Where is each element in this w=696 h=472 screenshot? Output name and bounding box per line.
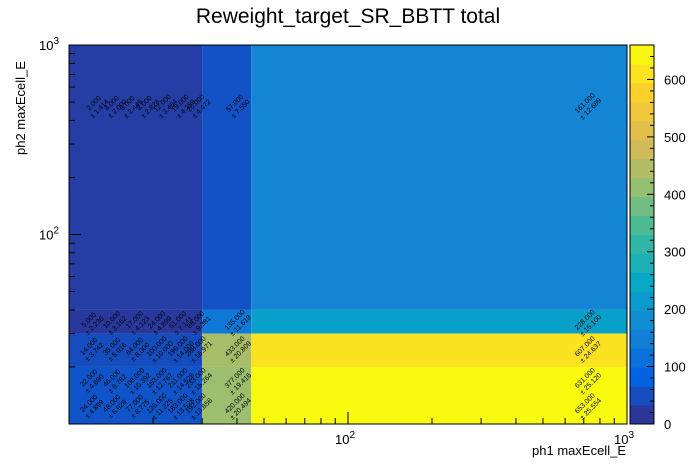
- colorbar-step: [630, 272, 654, 292]
- colorbar-step: [630, 196, 654, 217]
- heatmap-cell: [202, 333, 252, 367]
- colorbar-step: [630, 367, 654, 387]
- colorbar-step: [630, 82, 654, 103]
- heatmap-cell: [69, 309, 203, 334]
- colorbar: 0 100 200 300 400 500 600: [629, 44, 686, 432]
- colorbar-step: [630, 291, 654, 311]
- y-tick-label: 103: [39, 36, 59, 53]
- y-tick-label-exponent: 3: [53, 36, 59, 47]
- heatmap-cell: [202, 366, 252, 424]
- heatmap-cell: [202, 309, 252, 334]
- colorbar-step: [630, 45, 654, 65]
- colorbar-step: [630, 101, 654, 122]
- colorbar-step: [630, 348, 654, 368]
- colorbar-step: [630, 386, 654, 406]
- heatmap-cell: [251, 366, 628, 424]
- chart-title: Reweight_target_SR_BBTT total: [196, 5, 500, 28]
- x-axis-label: ph1 maxEcell_E: [532, 443, 626, 458]
- heatmap-cell: [69, 366, 203, 424]
- x-tick-label: 102: [335, 430, 355, 447]
- heatmap-cell: [69, 45, 203, 310]
- colorbar-step: [630, 120, 654, 141]
- x-tick-label-exponent: 2: [349, 430, 355, 441]
- colorbar-frame: [629, 44, 655, 425]
- colorbar-step: [630, 63, 654, 84]
- y-tick-label-exponent: 2: [53, 226, 59, 237]
- heatmap-cells: [69, 45, 628, 424]
- colorbar-tick-label: 0: [664, 417, 671, 432]
- x-tick-label-exponent: 3: [628, 430, 634, 441]
- heatmap-cell: [202, 45, 252, 310]
- colorbar-step: [630, 310, 654, 330]
- heatmap-cell: [251, 333, 628, 367]
- colorbar-tick-label: 100: [664, 360, 686, 375]
- colorbar-step: [630, 215, 654, 235]
- colorbar-step: [630, 158, 654, 179]
- colorbar-tick-label: 200: [664, 302, 686, 317]
- y-axis-label: ph2 maxEcell_E: [13, 61, 28, 155]
- colorbar-step: [630, 253, 654, 273]
- heatmap-cell: [251, 45, 628, 310]
- colorbar-tick-label: 600: [664, 72, 686, 87]
- colorbar-step: [630, 234, 654, 254]
- colorbar-tick-label: 300: [664, 245, 686, 260]
- colorbar-step: [630, 329, 654, 349]
- heatmap-cell: [251, 309, 628, 334]
- colorbar-step: [630, 405, 654, 425]
- colorbar-tick-label: 400: [664, 187, 686, 202]
- colorbar-tick-label: 500: [664, 130, 686, 145]
- x-tick-label: 103: [614, 430, 634, 447]
- colorbar-step: [630, 177, 654, 198]
- y-tick-label: 102: [39, 226, 59, 243]
- colorbar-step: [630, 139, 654, 160]
- heatmap-cell: [69, 333, 203, 367]
